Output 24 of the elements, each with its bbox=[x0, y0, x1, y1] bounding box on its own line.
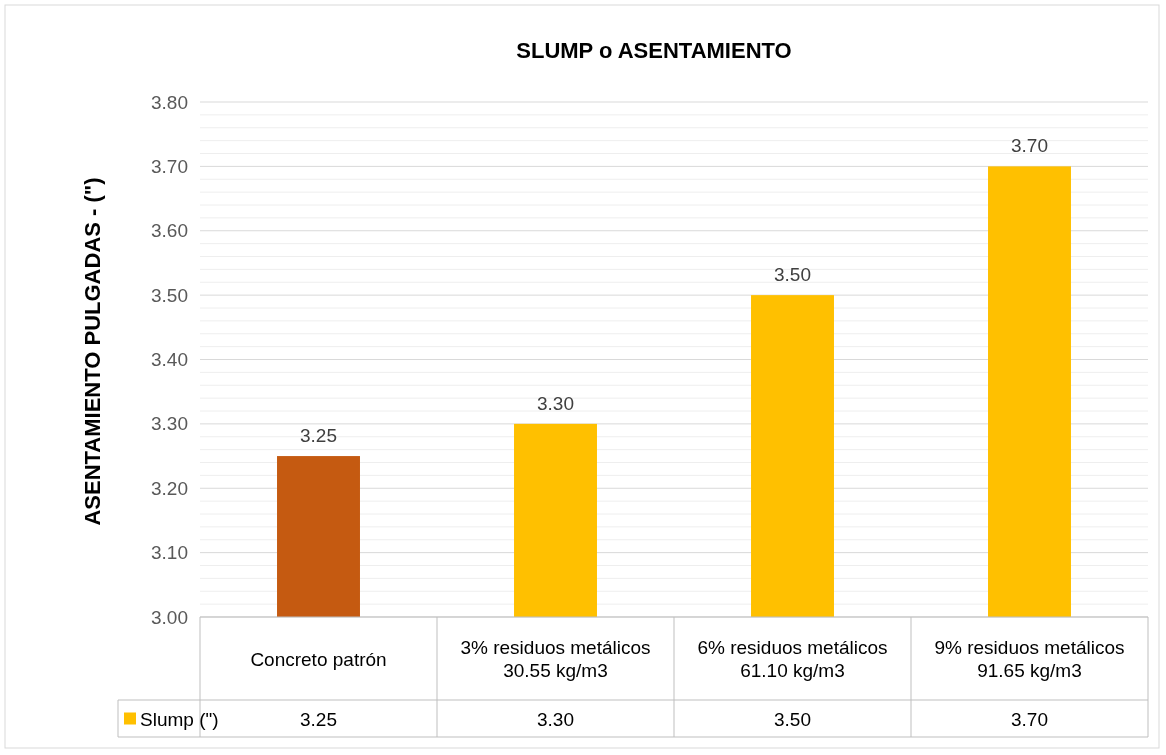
x-tick-label: 3% residuos metálicos 30.55 kg/m3 bbox=[460, 637, 651, 681]
legend-label: Slump (") bbox=[140, 708, 219, 730]
data-label: 3.70 bbox=[1011, 708, 1048, 730]
x-tick-label: 6% residuos metálicos 61.10 kg/m3 bbox=[697, 637, 888, 681]
y-tick-label: 3.00 bbox=[151, 606, 188, 628]
data-label: 3.50 bbox=[774, 708, 811, 730]
y-tick-label: 3.60 bbox=[151, 220, 188, 242]
data-label: 3.30 bbox=[537, 708, 574, 730]
y-tick-label: 3.40 bbox=[151, 349, 188, 371]
y-tick-label: 3.30 bbox=[151, 413, 188, 435]
y-tick-label: 3.50 bbox=[151, 284, 188, 306]
x-tick-label: 9% residuos metálicos 91.65 kg/m3 bbox=[934, 637, 1125, 681]
x-tick-label: Concreto patrón bbox=[250, 648, 387, 670]
y-axis-title: ASENTAMIENTO PULGADAS - (") bbox=[80, 177, 105, 526]
data-label: 3.25 bbox=[300, 708, 337, 730]
text: 3.70 bbox=[1011, 135, 1048, 157]
y-tick-label: 3.10 bbox=[151, 542, 188, 564]
y-tick-label: 3.70 bbox=[151, 155, 188, 177]
chart-title: SLUMP o ASENTAMIENTO bbox=[516, 38, 792, 63]
text: 3.25 bbox=[300, 425, 337, 447]
text: 3.50 bbox=[774, 264, 811, 286]
y-tick-label: 3.80 bbox=[151, 91, 188, 113]
y-tick-label: 3.20 bbox=[151, 477, 188, 499]
text: 3.30 bbox=[537, 392, 574, 414]
